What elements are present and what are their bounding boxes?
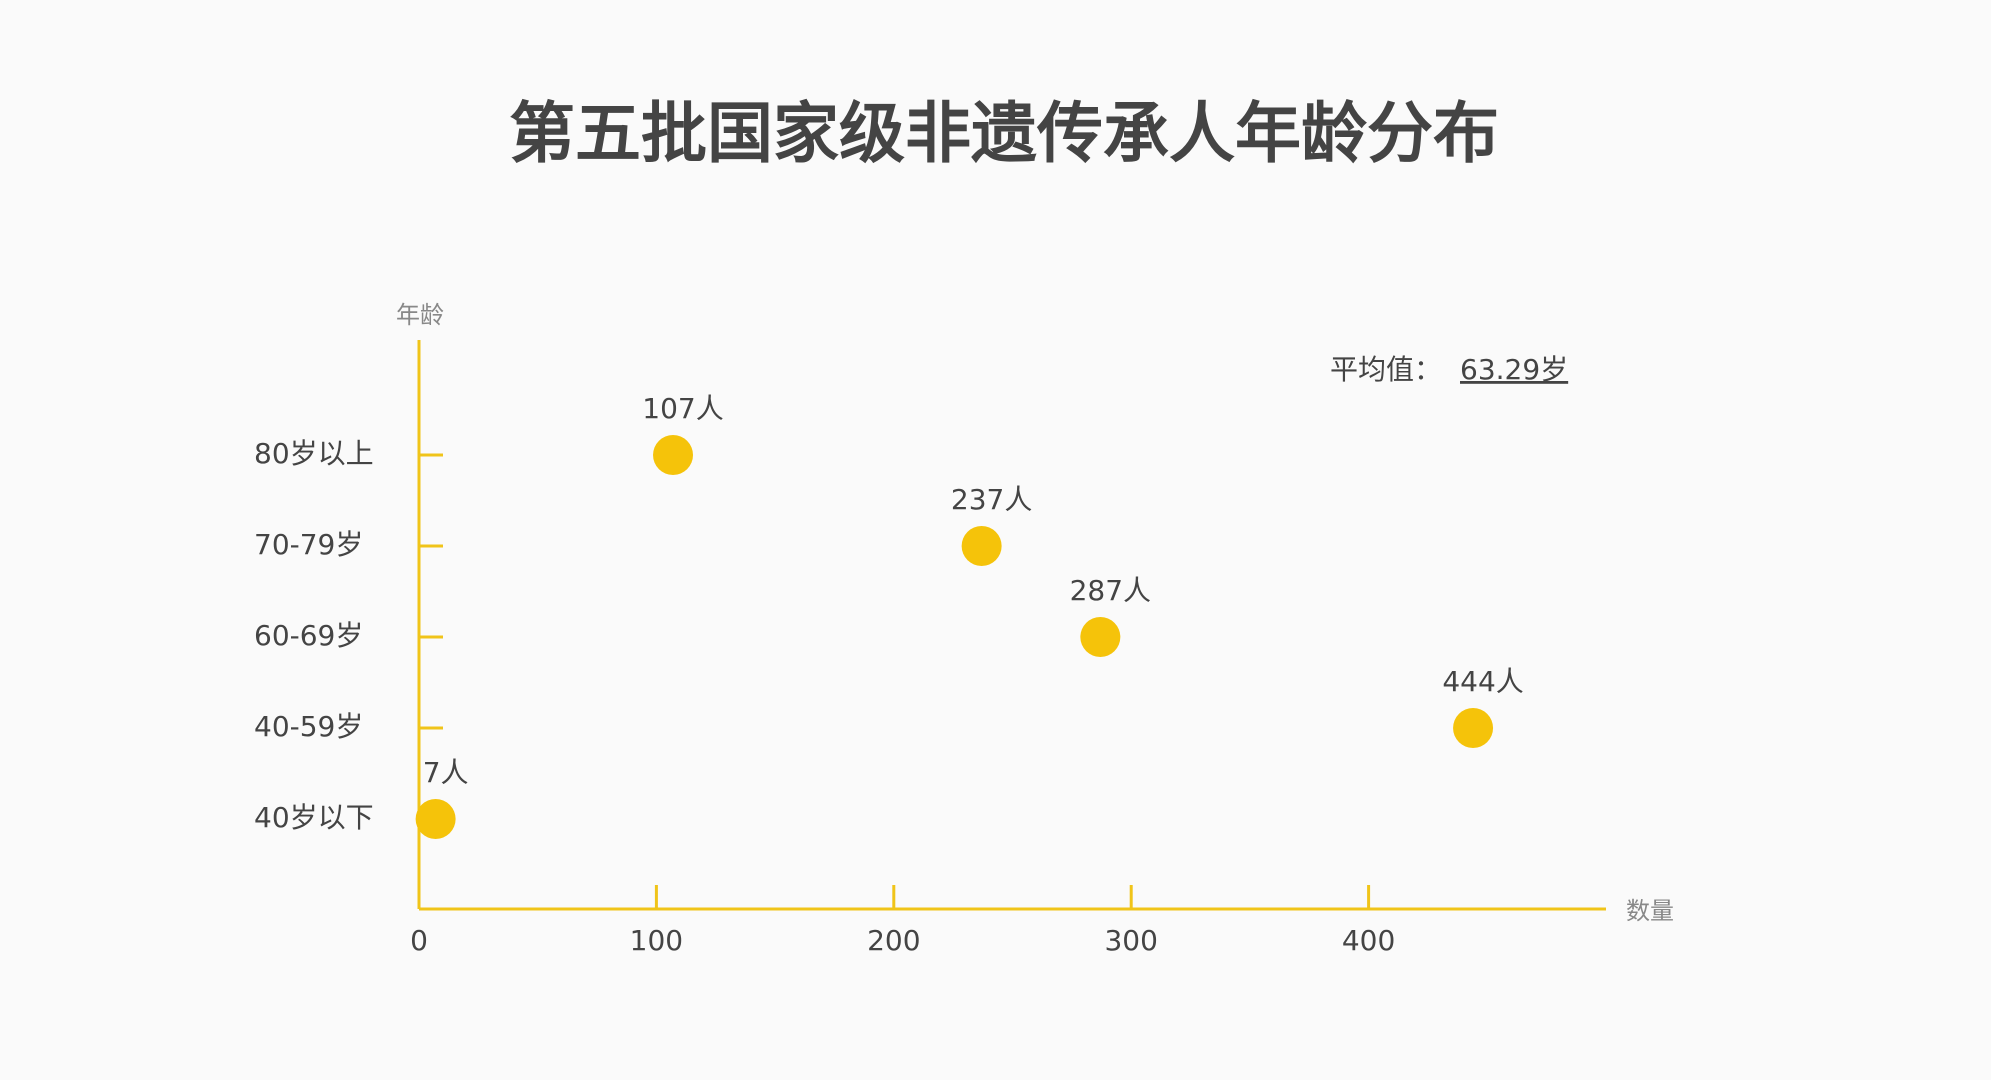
x-tick-label: 200 xyxy=(867,924,920,957)
point xyxy=(1080,617,1121,657)
point xyxy=(1453,708,1494,748)
x-tick-label: 100 xyxy=(630,924,683,957)
data-label: 237人 xyxy=(951,483,1032,516)
annotation-label: 平均值： xyxy=(1330,353,1442,386)
y-tick-label: 70-79岁 xyxy=(254,528,363,561)
point xyxy=(415,799,456,839)
chart-title: 第五批国家级非遗传承人年龄分布 xyxy=(509,95,1499,172)
x-tick-label: 0 xyxy=(410,924,428,957)
y-tick-label: 80岁以上 xyxy=(254,437,374,470)
point xyxy=(653,435,694,475)
y-tick-label: 60-69岁 xyxy=(254,619,363,652)
data-label: 287人 xyxy=(1070,574,1151,607)
x-tick-label: 300 xyxy=(1104,924,1157,957)
y-tick-label: 40岁以下 xyxy=(254,801,374,834)
annotation-value: 63.29岁 xyxy=(1460,353,1568,386)
data-label: 107人 xyxy=(642,392,723,425)
data-label: 7人 xyxy=(423,756,469,789)
y-axis-label: 年龄 xyxy=(396,301,444,329)
y-tick-label: 40-59岁 xyxy=(254,710,363,743)
point xyxy=(961,526,1002,566)
x-tick-label: 400 xyxy=(1342,924,1395,957)
x-axis-label: 数量 xyxy=(1626,897,1674,925)
data-label: 444人 xyxy=(1442,665,1523,698)
